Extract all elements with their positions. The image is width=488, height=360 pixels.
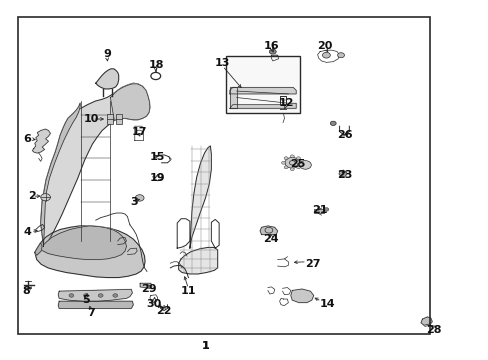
Polygon shape [260, 226, 277, 234]
Circle shape [322, 52, 330, 58]
Text: 29: 29 [142, 284, 157, 294]
Circle shape [69, 294, 74, 297]
Polygon shape [58, 289, 132, 301]
Polygon shape [279, 96, 286, 109]
Text: 9: 9 [103, 49, 111, 59]
Bar [225, 56, 300, 113]
Text: 14: 14 [320, 299, 335, 309]
Bar [107, 114, 113, 124]
Polygon shape [229, 103, 296, 108]
Text: 10: 10 [83, 114, 99, 124]
Circle shape [299, 161, 303, 164]
Polygon shape [58, 301, 133, 309]
Text: 3: 3 [130, 197, 137, 207]
Circle shape [285, 157, 299, 168]
Circle shape [296, 157, 300, 159]
Circle shape [284, 166, 287, 169]
Text: 11: 11 [180, 286, 196, 296]
Text: 26: 26 [336, 130, 351, 140]
Polygon shape [290, 289, 313, 303]
Circle shape [337, 53, 344, 58]
Circle shape [324, 208, 328, 211]
Polygon shape [229, 87, 296, 94]
Text: 19: 19 [149, 173, 165, 183]
Circle shape [290, 168, 294, 171]
Text: 20: 20 [317, 41, 332, 50]
Circle shape [330, 121, 335, 126]
Text: 18: 18 [149, 60, 164, 70]
Text: 13: 13 [214, 58, 230, 68]
Polygon shape [96, 69, 119, 89]
Circle shape [338, 171, 346, 176]
Text: 22: 22 [156, 306, 171, 316]
Circle shape [135, 195, 144, 201]
Polygon shape [41, 83, 150, 246]
Text: 1: 1 [201, 341, 209, 351]
Text: 21: 21 [312, 206, 327, 216]
Polygon shape [271, 55, 278, 61]
Text: 17: 17 [132, 127, 147, 136]
Polygon shape [35, 226, 145, 278]
Circle shape [296, 166, 300, 169]
Circle shape [269, 49, 276, 54]
Text: 5: 5 [82, 295, 90, 305]
Text: 4: 4 [23, 227, 31, 237]
Text: 23: 23 [336, 170, 351, 180]
Polygon shape [420, 317, 431, 325]
Polygon shape [41, 103, 80, 246]
Text: 25: 25 [290, 159, 305, 169]
Text: 27: 27 [305, 259, 320, 269]
Polygon shape [32, 129, 50, 153]
Polygon shape [189, 146, 211, 248]
Polygon shape [178, 247, 217, 274]
Text: 2: 2 [28, 191, 36, 201]
Circle shape [41, 194, 50, 201]
Polygon shape [229, 87, 236, 108]
Circle shape [83, 294, 88, 297]
Text: 15: 15 [149, 152, 164, 162]
Circle shape [98, 294, 103, 297]
Polygon shape [110, 84, 150, 121]
Circle shape [284, 157, 287, 159]
Text: 7: 7 [87, 308, 95, 318]
Circle shape [290, 155, 294, 158]
Circle shape [281, 161, 285, 164]
Text: 16: 16 [263, 41, 279, 50]
Polygon shape [37, 226, 126, 260]
Text: 24: 24 [263, 234, 279, 244]
Text: 1: 1 [201, 341, 209, 351]
Circle shape [299, 161, 311, 169]
Polygon shape [140, 283, 152, 288]
Text: 30: 30 [146, 299, 162, 309]
Bar [18, 17, 429, 334]
Polygon shape [35, 243, 42, 255]
Circle shape [113, 294, 118, 297]
Text: 6: 6 [23, 134, 31, 144]
Bar [116, 114, 122, 124]
Text: 8: 8 [22, 286, 30, 296]
Text: 28: 28 [425, 325, 441, 335]
Bar [313, 209, 324, 213]
Text: 12: 12 [278, 98, 293, 108]
